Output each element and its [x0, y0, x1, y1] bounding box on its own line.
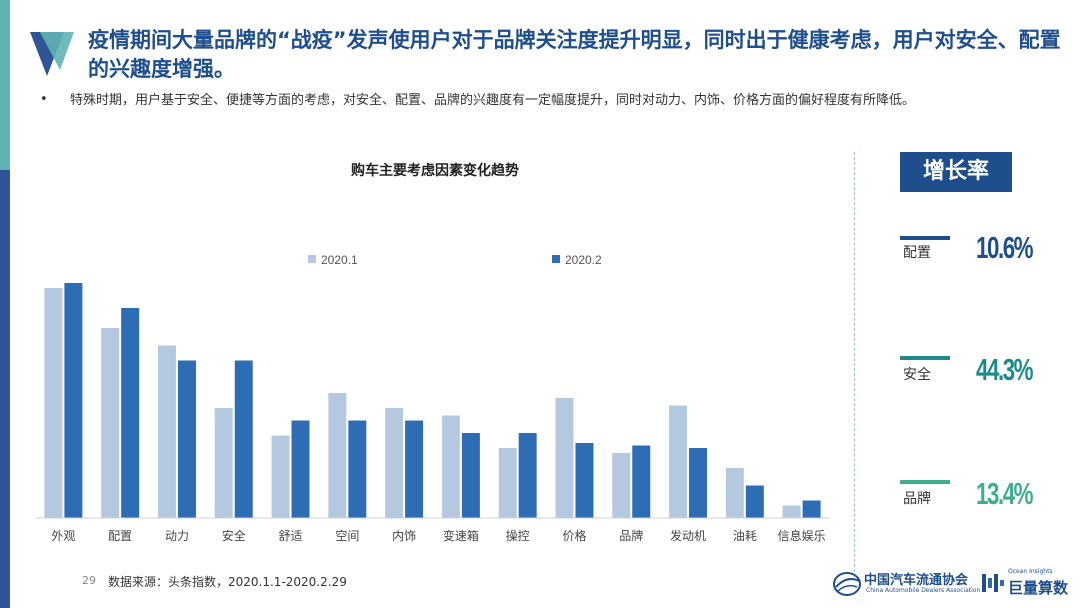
- x-tick-label: 空间: [335, 529, 359, 543]
- bar-2020.2-变速箱: [461, 433, 480, 518]
- metric-value-anquan: 44.3%: [976, 352, 1034, 387]
- section-divider: [854, 152, 855, 572]
- x-tick-label: 发动机: [670, 528, 706, 543]
- ocean-insights-logo: Ocean Insights 巨量算数: [982, 568, 1072, 600]
- triangle-logo-icon: [30, 32, 74, 76]
- left-accent-bar-teal: [0, 0, 10, 170]
- bar-2020.1-变速箱: [441, 415, 460, 518]
- bar-2020.1-内饰: [385, 408, 404, 518]
- ocean-insights-cn: 巨量算数: [1008, 579, 1069, 597]
- bullet-marker: •: [40, 92, 48, 107]
- bar-2020.2-品牌: [632, 445, 651, 518]
- x-tick-label: 动力: [165, 529, 189, 543]
- bar-2020.1-舒适: [271, 435, 290, 518]
- bar-2020.1-油耗: [725, 468, 744, 518]
- metric-label-anquan: 安全: [903, 367, 931, 383]
- bar-2020.2-价格: [575, 443, 594, 518]
- x-tick-label: 品牌: [619, 529, 643, 543]
- bar-2020.1-发动机: [669, 405, 688, 518]
- cada-emblem-icon: [833, 572, 861, 596]
- metric-value-pinpai: 13.4%: [976, 476, 1034, 511]
- bar-2020.1-外观: [44, 288, 63, 518]
- bar-2020.2-空间: [348, 420, 367, 518]
- bar-2020.1-品牌: [612, 453, 631, 518]
- bar-chart: 购车主要考虑因素变化趋势 2020.1 2020.2 外观 配置 动力 安全 舒适 空间 内饰…: [35, 162, 830, 543]
- bar-2020.2-信息娱乐: [802, 500, 821, 518]
- x-tick-label: 外观: [51, 529, 75, 543]
- cada-logo-cn: 中国汽车流通协会: [864, 573, 969, 588]
- legend-swatch-2020.1: [308, 255, 316, 263]
- bar-2020.1-动力: [157, 345, 176, 518]
- chart-legend: 2020.1 2020.2: [308, 253, 602, 267]
- bar-2020.1-空间: [328, 393, 347, 518]
- chart-title: 购车主要考虑因素变化趋势: [351, 162, 519, 179]
- chart-bars: [44, 283, 821, 518]
- metric-value-peizhi: 10.6%: [976, 230, 1034, 265]
- x-tick-labels: 外观 配置 动力 安全 舒适 空间 内饰 变速箱 操控 价格 品牌 发动机 油耗 信息娱乐: [51, 528, 825, 543]
- ocean-insights-icon: [982, 574, 1004, 592]
- x-tick-label: 信息娱乐: [778, 528, 826, 543]
- page-number: 29: [82, 574, 96, 587]
- legend-swatch-2020.2: [552, 255, 560, 263]
- bar-2020.2-外观: [64, 283, 83, 518]
- x-tick-label: 内饰: [392, 529, 416, 543]
- cada-logo-en: China Automobile Dealers Association: [866, 587, 981, 594]
- bar-2020.2-动力: [177, 360, 196, 518]
- bar-2020.1-信息娱乐: [782, 505, 801, 518]
- bar-2020.2-发动机: [689, 448, 708, 518]
- metric-label-peizhi: 配置: [903, 245, 931, 261]
- x-tick-label: 油耗: [733, 529, 757, 543]
- x-tick-label: 安全: [222, 528, 246, 543]
- metric-line-pinpai: [900, 480, 950, 484]
- x-tick-label: 变速箱: [443, 528, 479, 543]
- bar-2020.2-安全: [234, 360, 253, 518]
- bar-2020.1-价格: [555, 398, 574, 518]
- bar-2020.2-操控: [518, 433, 537, 518]
- bar-2020.2-内饰: [405, 420, 424, 518]
- data-source: 数据来源：头条指数，2020.1.1-2020.2.29: [108, 575, 347, 589]
- bar-2020.1-操控: [498, 448, 517, 518]
- left-accent-bar-blue: [0, 170, 10, 608]
- x-tick-label: 操控: [506, 528, 530, 543]
- bar-2020.1-配置: [101, 328, 120, 518]
- bullet-text: 特殊时期，用户基于安全、便捷等方面的考虑，对安全、配置、品牌的兴趣度有一定幅度提…: [70, 93, 916, 108]
- bar-2020.2-舒适: [291, 420, 310, 518]
- x-tick-label: 配置: [108, 529, 132, 543]
- metric-line-anquan: [900, 356, 950, 360]
- x-tick-label: 价格: [562, 528, 586, 543]
- ocean-insights-en: Ocean Insights: [1008, 568, 1053, 575]
- bar-2020.1-安全: [214, 408, 233, 518]
- legend-label-2020.1: 2020.1: [321, 253, 358, 267]
- metric-line-peizhi: [900, 236, 950, 240]
- page-headline: 疫情期间大量品牌的“战疫”发声使用户对于品牌关注度提升明显，同时出于健康考虑，用…: [88, 28, 1061, 81]
- metric-label-pinpai: 品牌: [903, 491, 931, 507]
- bar-2020.2-油耗: [745, 485, 764, 518]
- growth-rate-header: 增长率: [900, 152, 1012, 192]
- legend-label-2020.2: 2020.2: [565, 253, 602, 267]
- x-tick-label: 舒适: [279, 529, 303, 543]
- cada-logo: 中国汽车流通协会 China Automobile Dealers Associ…: [832, 567, 980, 601]
- bar-2020.2-配置: [121, 308, 140, 518]
